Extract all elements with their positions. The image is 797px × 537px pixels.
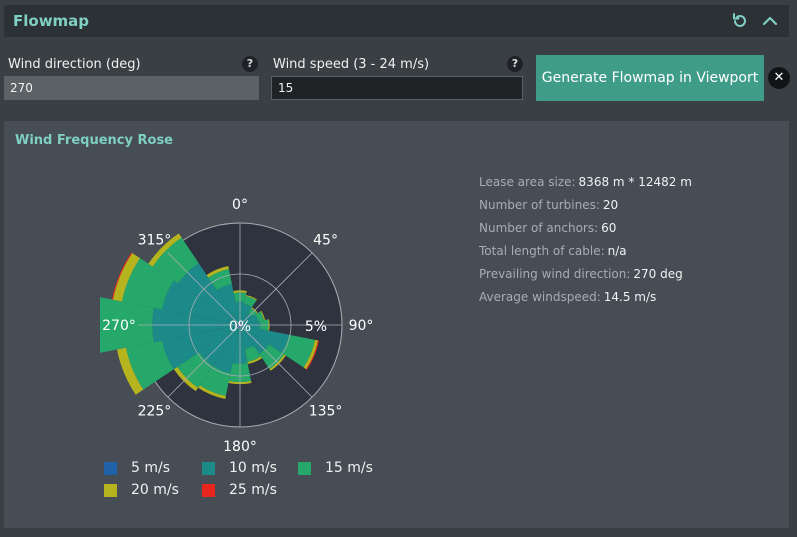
info-row: Number of anchors: 60 bbox=[479, 217, 692, 240]
rose-bar-15-m-s-22.5 bbox=[244, 295, 257, 308]
rose-bar-10-m-s-22.5 bbox=[240, 303, 252, 323]
rose-bar-15-m-s-67.5 bbox=[255, 311, 265, 322]
legend-swatch bbox=[104, 461, 117, 475]
wind-rose-chart: 0% 5% 0° 45° 90° 135° 180° 225° 270° 315° bbox=[100, 197, 374, 455]
legend-label: 20 m/s bbox=[131, 482, 179, 498]
angular-label-0: 0° bbox=[232, 197, 248, 213]
legend-label: 15 m/s bbox=[325, 460, 373, 476]
info-value: 270 deg bbox=[633, 267, 683, 281]
legend-swatch bbox=[104, 483, 117, 497]
header-title: Flowmap bbox=[13, 12, 90, 30]
legend-item[interactable]: 10 m/s bbox=[202, 460, 277, 476]
rose-bar-10-m-s-157.5 bbox=[240, 326, 254, 350]
info-label: Average windspeed: bbox=[479, 290, 601, 304]
wind-rose-panel: Wind Frequency Rose 0% 5% 0° 45° 90° 135° 180°… bbox=[4, 121, 789, 528]
rose-bar-15-m-s-270 bbox=[100, 297, 154, 353]
rose-bar-20-m-s-247.5 bbox=[116, 347, 144, 395]
wind-direction-input[interactable] bbox=[4, 76, 259, 100]
angular-label-270: 270° bbox=[102, 318, 136, 334]
angular-label-90: 90° bbox=[349, 318, 374, 334]
rose-bar-15-m-s-157.5 bbox=[244, 345, 261, 363]
info-value: 20 bbox=[602, 198, 619, 212]
angular-label-225: 225° bbox=[138, 404, 172, 420]
rose-bar-10-m-s-202.5 bbox=[212, 327, 240, 374]
legend-label: 10 m/s bbox=[229, 460, 277, 476]
rose-bar-20-m-s-67.5 bbox=[260, 310, 266, 321]
wind-speed-input[interactable] bbox=[271, 76, 523, 100]
wind-direction-help-icon[interactable]: ? bbox=[242, 56, 258, 72]
radial-tick-0: 0% bbox=[229, 319, 251, 335]
info-list: Lease area size: 8368 m * 12482 m Number … bbox=[479, 171, 692, 309]
info-label: Total length of cable: bbox=[479, 244, 605, 258]
rose-bar-25-m-s-112.5 bbox=[306, 340, 320, 370]
flowmap-header: Flowmap bbox=[4, 5, 789, 37]
close-icon[interactable]: ✕ bbox=[768, 67, 790, 89]
info-row: Number of turbines: 20 bbox=[479, 194, 692, 217]
rose-bar-20-m-s-157.5 bbox=[247, 356, 263, 365]
reset-icon[interactable] bbox=[730, 11, 750, 31]
rose-bar-10-m-s-292.5 bbox=[161, 280, 238, 325]
info-value: n/a bbox=[607, 244, 627, 258]
wind-speed-help-icon[interactable]: ? bbox=[507, 56, 523, 72]
rose-bar-20-m-s-112.5 bbox=[303, 339, 319, 370]
generate-flowmap-button[interactable]: Generate Flowmap in Viewport bbox=[536, 55, 764, 101]
legend-swatch bbox=[202, 461, 215, 475]
radial-tick-5: 5% bbox=[305, 319, 327, 335]
rose-bar-20-m-s-292.5 bbox=[112, 253, 140, 302]
rose-bar-20-m-s-202.5 bbox=[198, 385, 226, 400]
legend-item[interactable]: 20 m/s bbox=[104, 482, 179, 498]
wind-direction-label: Wind direction (deg) bbox=[8, 57, 141, 72]
collapse-chevron-up-icon[interactable] bbox=[760, 11, 780, 31]
rose-bar-10-m-s-247.5 bbox=[161, 325, 238, 370]
info-row: Average windspeed: 14.5 m/s bbox=[479, 286, 692, 309]
angular-label-135: 135° bbox=[309, 404, 343, 420]
legend-item[interactable]: 25 m/s bbox=[202, 482, 277, 498]
legend-item[interactable]: 15 m/s bbox=[298, 460, 373, 476]
wind-speed-label: Wind speed (3 - 24 m/s) bbox=[273, 57, 430, 72]
info-row: Lease area size: 8368 m * 12482 m bbox=[479, 171, 692, 194]
angular-label-45: 45° bbox=[313, 232, 338, 248]
panel-title: Wind Frequency Rose bbox=[15, 133, 173, 148]
rose-bar-10-m-s-67.5 bbox=[241, 314, 259, 325]
info-value: 14.5 m/s bbox=[603, 290, 657, 304]
legend-swatch bbox=[202, 483, 215, 497]
rose-bar-15-m-s-112.5 bbox=[281, 334, 316, 368]
rose-bar-10-m-s-112.5 bbox=[241, 325, 290, 353]
info-row: Prevailing wind direction: 270 deg bbox=[479, 263, 692, 286]
info-label: Number of turbines: bbox=[479, 198, 600, 212]
rose-bar-15-m-s-292.5 bbox=[121, 258, 174, 310]
info-label: Number of anchors: bbox=[479, 221, 599, 235]
rose-bar-15-m-s-337.5 bbox=[208, 268, 232, 291]
info-label: Lease area size: bbox=[479, 175, 576, 189]
rose-bar-20-m-s-22.5 bbox=[245, 294, 258, 301]
info-value: 8368 m * 12482 m bbox=[578, 175, 692, 189]
info-value: 60 bbox=[601, 221, 617, 235]
rose-bar-20-m-s-315 bbox=[148, 233, 182, 267]
legend-label: 25 m/s bbox=[229, 482, 277, 498]
legend-swatch bbox=[298, 461, 311, 475]
angular-label-180: 180° bbox=[223, 439, 257, 455]
rose-bar-20-m-s-337.5 bbox=[206, 265, 229, 278]
angular-label-315: 315° bbox=[138, 232, 172, 248]
rose-bar-10-m-s-337.5 bbox=[216, 283, 240, 323]
legend-item[interactable]: 5 m/s bbox=[104, 460, 170, 476]
polar-grid-ring bbox=[188, 273, 292, 377]
info-row: Total length of cable: n/a bbox=[479, 240, 692, 263]
rose-bar-15-m-s-247.5 bbox=[125, 340, 174, 390]
info-label: Prevailing wind direction: bbox=[479, 267, 631, 281]
legend-label: 5 m/s bbox=[131, 460, 171, 476]
